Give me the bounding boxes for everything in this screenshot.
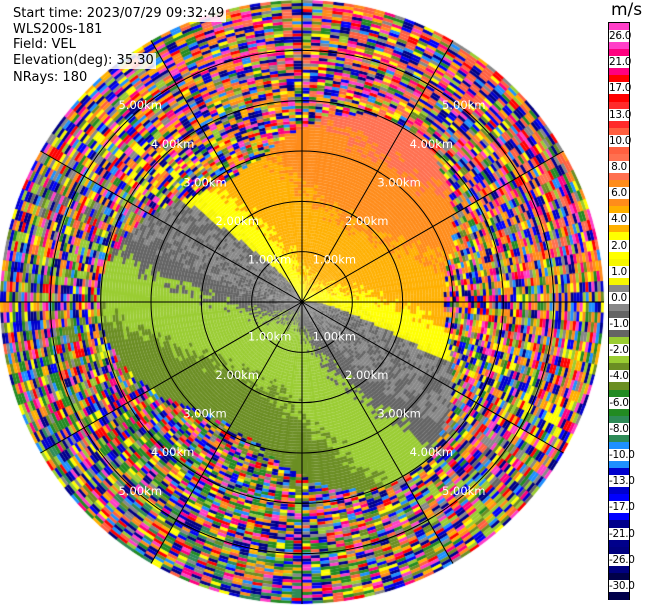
colorbar-tick-label: -10.0	[609, 449, 635, 461]
range-ring-label: 3.00km	[183, 407, 226, 421]
colorbar-tick-label: 6.0	[609, 187, 629, 200]
range-ring-label: 4.00km	[151, 137, 194, 151]
range-ring-label: 3.00km	[377, 407, 420, 421]
colorbar-tick-label: -13.0	[609, 475, 635, 488]
colorbar-tick-label: 1.0	[609, 265, 629, 278]
azimuth-spoke	[40, 301, 303, 454]
range-ring-label: 5.00km	[442, 484, 485, 498]
range-ring-label: 5.00km	[118, 484, 161, 498]
range-ring-label: 4.00km	[410, 137, 453, 151]
range-ring-label: 1.00km	[313, 330, 356, 344]
azimuth-spoke	[301, 150, 564, 303]
range-ring-label: 5.00km	[118, 98, 161, 112]
azimuth-spoke	[301, 301, 454, 564]
azimuth-spoke	[301, 301, 564, 454]
colorbar-tick-label: 13.0	[609, 108, 632, 121]
start-time-text: Start time: 2023/07/29 09:32:49	[11, 6, 227, 22]
range-ring-label: 4.00km	[410, 445, 453, 459]
colorbar-unit-label: m/s	[611, 0, 643, 20]
colorbar-tick-label: 0.0	[609, 291, 629, 304]
colorbar-tick-label: 2.0	[609, 239, 629, 252]
colorbar-tick-label: 21.0	[609, 56, 632, 69]
velocity-colorbar: 26.0 21.0 17.0 13.0 10.0 8.0 6.0 4.0 2.0 1.0 0.0 -1…	[608, 22, 635, 600]
range-ring-label: 5.00km	[442, 98, 485, 112]
azimuth-spoke	[301, 40, 454, 303]
colorbar-tick-label: 17.0	[609, 82, 632, 95]
range-ring-label: 3.00km	[377, 175, 420, 189]
range-ring-label: 3.00km	[183, 175, 226, 189]
azimuth-spoke	[40, 150, 303, 303]
colorbar-tick-label: -8.0	[609, 422, 629, 435]
azimuth-spoke	[150, 40, 303, 303]
colorbar-tick-label: -2.0	[609, 344, 629, 357]
nrays-text: NRays: 180	[11, 70, 90, 86]
range-ring-label: 1.00km	[313, 252, 356, 266]
range-ring-label: 2.00km	[345, 214, 388, 228]
range-ring-label: 2.00km	[216, 214, 259, 228]
range-ring-label: 1.00km	[248, 252, 291, 266]
colorbar-tick-label: 8.0	[609, 161, 629, 173]
range-ring-label: 2.00km	[216, 368, 259, 382]
colorbar-tick-label: 10.0	[609, 134, 632, 147]
colorbar-tick-label: -17.0	[609, 501, 635, 514]
colorbar-tick-label: -21.0	[609, 527, 635, 540]
colorbar-tick-label: -26.0	[609, 553, 635, 566]
colorbar-tick-label: -30.0	[609, 579, 635, 592]
colorbar-tick-label: 26.0	[609, 30, 632, 43]
colorbar-tick-label: -1.0	[609, 318, 629, 331]
site-name-text: WLS200s-181	[11, 22, 105, 38]
field-text: Field: VEL	[11, 37, 78, 53]
elevation-text: Elevation(deg): 35.30	[11, 53, 156, 69]
range-ring-label: 1.00km	[248, 330, 291, 344]
colorbar-tick-label: 4.0	[609, 213, 629, 226]
range-ring-label: 4.00km	[151, 445, 194, 459]
azimuth-spoke	[150, 301, 303, 564]
colorbar-tick-label: -6.0	[609, 396, 629, 409]
range-ring-label: 2.00km	[345, 368, 388, 382]
colorbar-tick-label: -4.0	[609, 370, 629, 383]
